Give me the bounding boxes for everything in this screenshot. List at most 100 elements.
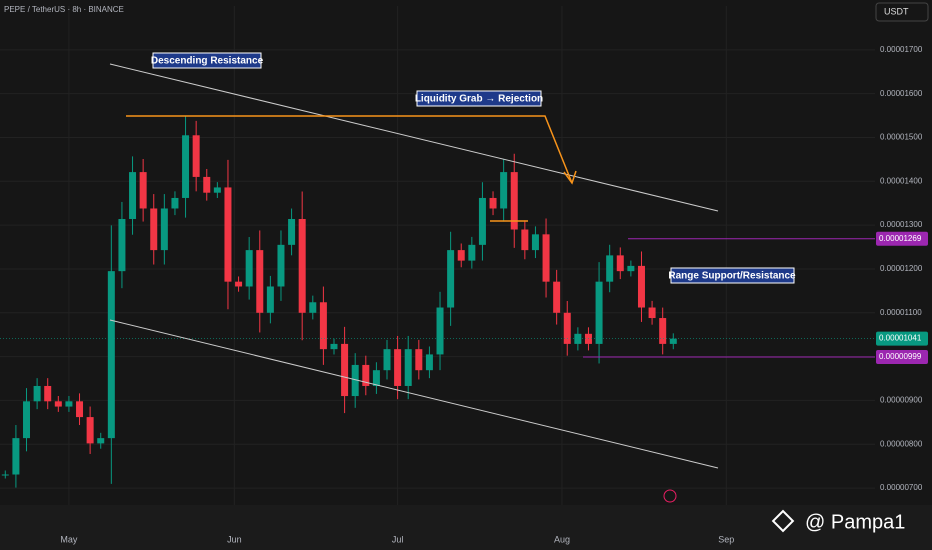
candle-body bbox=[606, 255, 614, 282]
candle-body bbox=[288, 218, 296, 245]
x-tick-label: Jun bbox=[227, 534, 242, 544]
candle-body bbox=[319, 302, 327, 350]
candle-body bbox=[542, 234, 550, 282]
y-tick-label: 0.00001100 bbox=[880, 308, 922, 317]
candle-body bbox=[574, 333, 582, 344]
annotation-text: Descending Resistance bbox=[151, 56, 264, 67]
candle-body bbox=[1, 474, 9, 476]
currency-label[interactable]: USDT bbox=[884, 6, 909, 16]
y-tick-label: 0.00001400 bbox=[880, 176, 923, 185]
axis-layer: 0.000007000.000008000.000009000.00001000… bbox=[60, 45, 928, 544]
candle-body bbox=[65, 401, 73, 407]
candle-body bbox=[616, 255, 624, 272]
candle-body bbox=[659, 318, 667, 344]
watermark: @ Pampa1 bbox=[805, 511, 905, 533]
candle-body bbox=[404, 349, 412, 386]
y-tick-label: 0.00000700 bbox=[880, 483, 923, 492]
candle-body bbox=[351, 364, 359, 397]
candle-body bbox=[500, 172, 508, 209]
y-tick-label: 0.00001300 bbox=[880, 220, 923, 229]
last-price-label: 0.00001041 bbox=[879, 334, 922, 343]
arrow-head bbox=[563, 170, 577, 185]
y-tick-label: 0.00001200 bbox=[880, 264, 923, 273]
level-tag bbox=[876, 231, 928, 246]
x-tick-label: Aug bbox=[554, 534, 570, 544]
candle-body bbox=[637, 265, 645, 308]
level-tag-label: 0.00000999 bbox=[879, 352, 922, 361]
candle-body bbox=[553, 281, 561, 313]
candle-body bbox=[394, 349, 402, 386]
y-tick-label: 0.00001500 bbox=[880, 133, 923, 142]
resistance-trendline bbox=[109, 63, 719, 212]
x-tick-label: May bbox=[60, 534, 78, 544]
candle-body bbox=[76, 401, 84, 418]
event-icon[interactable] bbox=[663, 489, 677, 503]
candle-body bbox=[54, 401, 62, 407]
candle-body bbox=[107, 271, 115, 439]
last-price-tag bbox=[876, 331, 928, 346]
candle-body bbox=[627, 265, 635, 272]
candle-body bbox=[277, 244, 285, 287]
candle-body bbox=[182, 135, 190, 198]
x-tick-label: Sep bbox=[718, 534, 734, 544]
candle-body bbox=[468, 244, 476, 261]
symbol-title: PEPE / TetherUS · 8h · BINANCE bbox=[4, 5, 124, 14]
candle-body bbox=[139, 172, 147, 209]
candle-body bbox=[341, 343, 349, 397]
candle-body bbox=[436, 307, 444, 355]
candle-body bbox=[192, 135, 200, 177]
candle-body bbox=[669, 338, 677, 344]
candle-body bbox=[563, 312, 571, 344]
annotation: Range Support/Resistance bbox=[668, 267, 796, 284]
liquidity-line bbox=[126, 115, 573, 184]
candle-body bbox=[510, 172, 518, 230]
candle-body bbox=[330, 343, 338, 350]
candle-body bbox=[595, 281, 603, 344]
candle-body bbox=[531, 234, 539, 251]
candle-body bbox=[372, 370, 380, 386]
level-tag bbox=[876, 350, 928, 365]
support-trendline bbox=[109, 319, 719, 469]
candle-body bbox=[150, 208, 158, 251]
annotation-text: Range Support/Resistance bbox=[668, 271, 796, 282]
candle-body bbox=[256, 250, 264, 313]
y-tick-label: 0.00001600 bbox=[880, 89, 923, 98]
candle-body bbox=[478, 197, 486, 245]
time-axis-band bbox=[0, 505, 932, 550]
x-tick-label: Jul bbox=[392, 534, 404, 544]
currency-button[interactable] bbox=[875, 2, 929, 22]
level-tag-label: 0.00001269 bbox=[879, 234, 922, 243]
y-tick-label: 0.00000900 bbox=[880, 396, 923, 405]
candle-body bbox=[457, 250, 465, 261]
candle-body bbox=[160, 208, 168, 251]
candle-body bbox=[224, 187, 232, 282]
candle-body bbox=[44, 385, 52, 402]
candle-body bbox=[213, 187, 221, 193]
candle-body bbox=[425, 354, 433, 371]
plot-layer bbox=[0, 115, 875, 488]
candle-body bbox=[383, 349, 391, 371]
candle-body bbox=[309, 302, 317, 313]
candle-body bbox=[203, 176, 211, 193]
candle-body bbox=[648, 307, 656, 319]
candle-body bbox=[447, 250, 455, 308]
candle-body bbox=[298, 218, 306, 313]
candle-body bbox=[86, 417, 94, 444]
watermark-logo bbox=[771, 509, 795, 533]
annotation: Liquidity Grab → Rejection bbox=[415, 90, 543, 107]
candle-body bbox=[489, 197, 497, 209]
candle-body bbox=[129, 172, 137, 219]
candle-body bbox=[23, 401, 31, 439]
candle-body bbox=[362, 364, 370, 386]
annotation-text: Liquidity Grab → Rejection bbox=[415, 94, 543, 105]
candle-body bbox=[33, 385, 41, 402]
candle-body bbox=[266, 286, 274, 313]
candle-body bbox=[12, 438, 20, 475]
annotation: Descending Resistance bbox=[151, 52, 264, 69]
candle-body bbox=[118, 218, 126, 272]
y-tick-label: 0.00001700 bbox=[880, 45, 923, 54]
candle-body bbox=[521, 229, 529, 251]
candle-body bbox=[415, 349, 423, 371]
candle-body bbox=[171, 197, 179, 209]
